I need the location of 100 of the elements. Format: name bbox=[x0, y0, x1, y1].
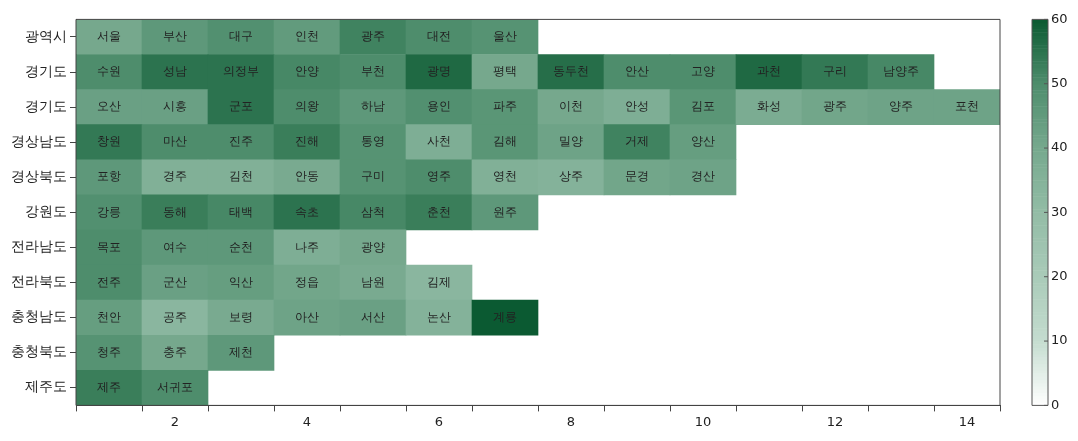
x-tick-label: 10 bbox=[694, 413, 712, 429]
data-label: 여수 bbox=[163, 239, 187, 254]
data-label: 진해 bbox=[295, 134, 319, 149]
data-label: 서산 bbox=[361, 309, 385, 324]
y-tick-label: 광역시 bbox=[25, 27, 67, 44]
data-label: 속초 bbox=[295, 204, 319, 219]
data-label: 과천 bbox=[757, 64, 781, 79]
data-label: 양주 bbox=[889, 99, 913, 114]
data-label: 익산 bbox=[229, 274, 253, 289]
data-label: 대구 bbox=[229, 29, 253, 44]
data-label: 서귀포 bbox=[157, 379, 193, 394]
data-label: 안동 bbox=[295, 169, 319, 184]
data-label: 고양 bbox=[691, 64, 715, 79]
y-tick-label: 제주도 bbox=[25, 378, 67, 395]
color-bar-label: 50 bbox=[1051, 75, 1068, 91]
y-tick-label: 강원도 bbox=[25, 203, 67, 220]
data-label: 동해 bbox=[163, 204, 187, 219]
data-label: 군포 bbox=[229, 99, 253, 114]
data-label: 구미 bbox=[361, 169, 385, 184]
data-label: 목포 bbox=[97, 239, 121, 254]
data-label: 충주 bbox=[163, 344, 187, 359]
data-label: 하남 bbox=[361, 99, 385, 114]
data-label: 이천 bbox=[559, 99, 583, 114]
data-label: 군산 bbox=[163, 274, 187, 289]
data-label: 남원 bbox=[361, 274, 385, 289]
data-label: 창원 bbox=[97, 134, 121, 149]
data-label: 남양주 bbox=[883, 64, 919, 79]
data-label: 의왕 bbox=[295, 99, 319, 114]
y-tick-label: 전라남도 bbox=[11, 238, 67, 255]
x-tick-label: 2 bbox=[170, 413, 180, 429]
data-label: 평택 bbox=[493, 64, 517, 79]
x-tick-label: 8 bbox=[566, 413, 576, 429]
data-label: 진주 bbox=[229, 134, 253, 149]
data-label: 원주 bbox=[493, 204, 517, 219]
data-label: 성남 bbox=[163, 64, 187, 79]
data-label: 김포 bbox=[691, 99, 715, 114]
data-label: 김천 bbox=[229, 169, 253, 184]
data-label: 인천 bbox=[295, 29, 319, 44]
data-label: 수원 bbox=[97, 64, 121, 79]
y-tick-label: 충청북도 bbox=[11, 343, 67, 360]
data-label: 김해 bbox=[493, 134, 517, 149]
color-bar-label: 20 bbox=[1051, 268, 1068, 284]
data-label: 광주 bbox=[823, 99, 847, 114]
data-label: 구리 bbox=[823, 64, 847, 79]
data-label: 아산 bbox=[295, 309, 319, 324]
data-label: 영천 bbox=[493, 169, 517, 184]
y-tick-label: 경상북도 bbox=[11, 167, 67, 184]
data-label: 부천 bbox=[361, 64, 385, 79]
data-label: 김제 bbox=[427, 274, 451, 289]
data-label: 대전 bbox=[427, 29, 451, 44]
data-label: 광주 bbox=[361, 29, 385, 44]
data-label: 영주 bbox=[427, 169, 451, 184]
data-label: 문경 bbox=[625, 169, 649, 184]
data-label: 파주 bbox=[493, 99, 517, 114]
data-label: 나주 bbox=[295, 239, 319, 254]
data-label: 보령 bbox=[229, 309, 253, 324]
data-label: 강릉 bbox=[97, 204, 121, 219]
data-label: 광명 bbox=[427, 64, 451, 79]
color-bar-label: 0 bbox=[1051, 396, 1060, 412]
data-label: 광양 bbox=[361, 239, 385, 254]
data-label: 의정부 bbox=[223, 64, 259, 79]
x-tick-label: 4 bbox=[302, 413, 312, 429]
x-tick-label: 14 bbox=[958, 413, 976, 429]
data-label: 안양 bbox=[295, 64, 319, 79]
data-label: 용인 bbox=[427, 99, 451, 114]
data-label: 오산 bbox=[97, 99, 121, 114]
data-label: 삼척 bbox=[361, 204, 385, 219]
data-label: 청주 bbox=[97, 344, 121, 359]
data-label: 공주 bbox=[163, 309, 187, 324]
color-bar-label: 10 bbox=[1051, 332, 1068, 348]
data-label: 전주 bbox=[97, 274, 121, 289]
y-tick-label: 경상남도 bbox=[11, 132, 67, 149]
y-tick-label: 전라북도 bbox=[11, 273, 67, 290]
data-label: 안산 bbox=[625, 64, 649, 79]
data-label: 포천 bbox=[955, 99, 979, 114]
data-label: 밀양 bbox=[559, 134, 583, 149]
data-label: 통영 bbox=[361, 134, 385, 149]
data-label: 서울 bbox=[97, 29, 121, 44]
color-bar-label: 60 bbox=[1051, 10, 1068, 26]
y-tick-label: 경기도 bbox=[25, 97, 67, 114]
data-label: 마산 bbox=[163, 134, 187, 149]
data-label: 안성 bbox=[625, 99, 649, 114]
data-label: 부산 bbox=[163, 29, 187, 44]
y-tick-label: 경기도 bbox=[25, 62, 67, 79]
data-label: 천안 bbox=[97, 309, 121, 324]
data-label: 화성 bbox=[757, 99, 781, 114]
color-bar-label: 30 bbox=[1051, 203, 1068, 219]
data-label: 태백 bbox=[229, 204, 253, 219]
x-tick-label: 12 bbox=[826, 413, 844, 429]
data-label: 경산 bbox=[691, 169, 715, 184]
data-label: 제주 bbox=[97, 379, 121, 394]
data-label: 경주 bbox=[163, 169, 187, 184]
data-label: 정읍 bbox=[295, 274, 319, 289]
x-tick-label: 6 bbox=[434, 413, 444, 429]
color-bar-label: 40 bbox=[1051, 139, 1068, 155]
data-label: 상주 bbox=[559, 169, 583, 184]
data-label: 시흥 bbox=[163, 99, 187, 114]
data-label: 양산 bbox=[691, 134, 715, 149]
data-label: 논산 bbox=[427, 309, 451, 324]
data-label: 제천 bbox=[229, 344, 253, 359]
